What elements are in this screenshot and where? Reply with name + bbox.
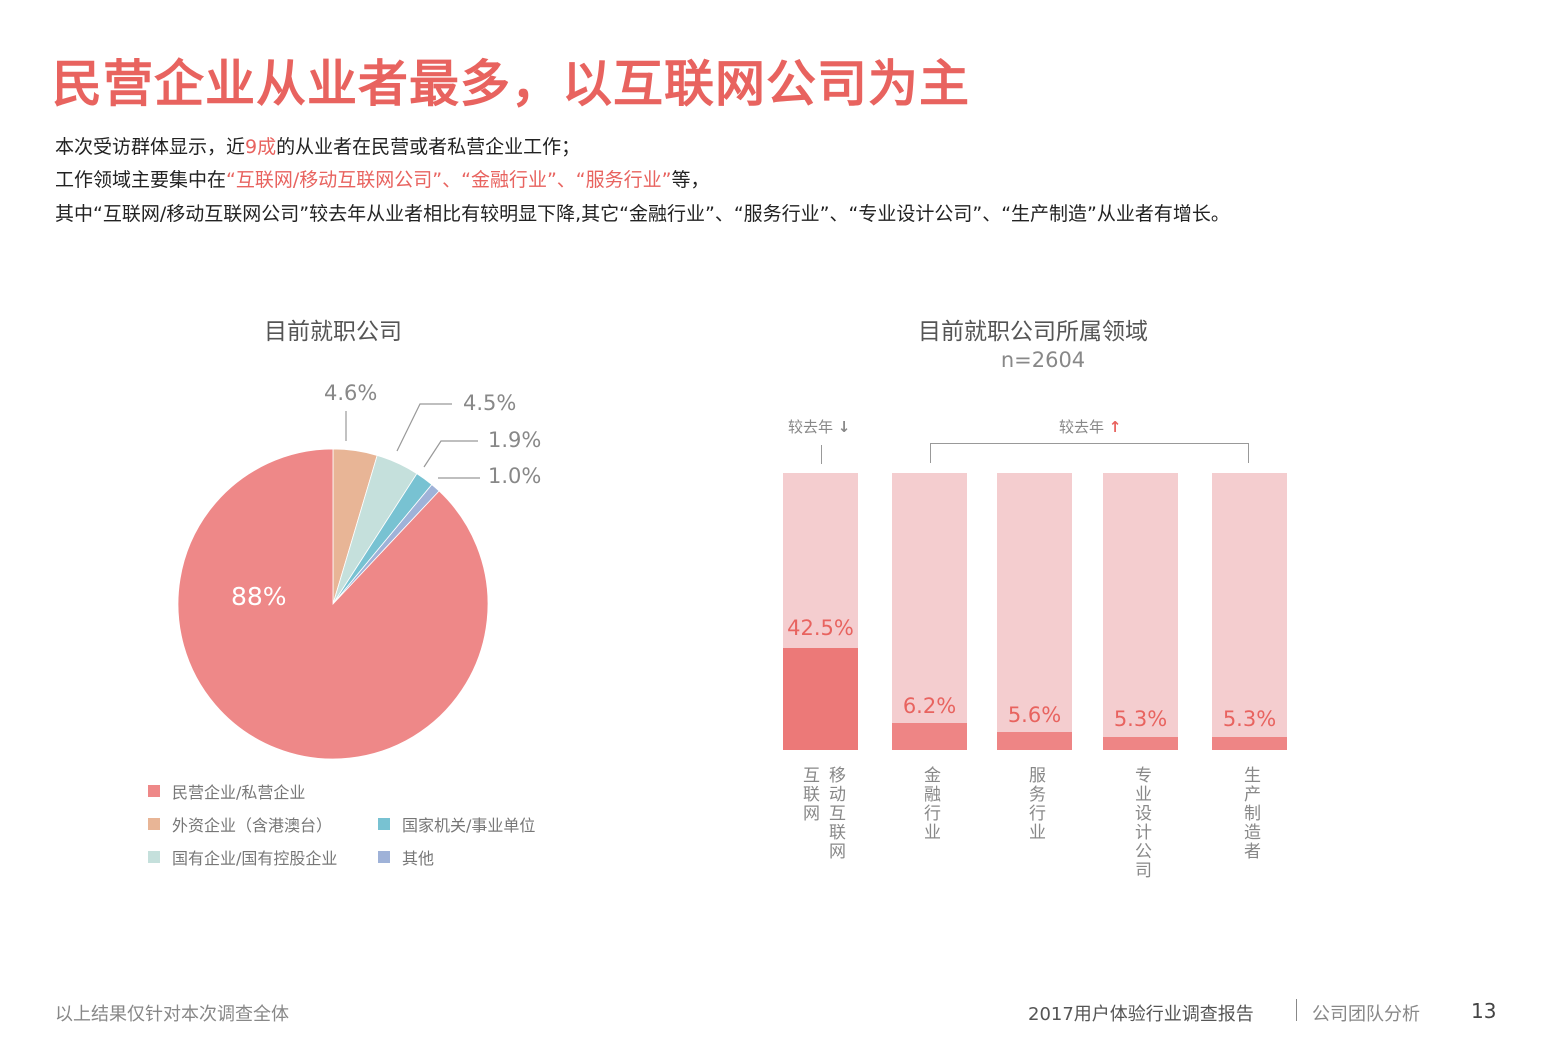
pie-slice xyxy=(177,448,489,760)
legend-item-private: 民营企业/私营企业 xyxy=(148,779,305,803)
bar-value: 5.6% xyxy=(1007,703,1062,727)
bar-value: 5.3% xyxy=(1222,707,1277,731)
pie-slices xyxy=(177,448,489,760)
category-label-service: 服务行业 xyxy=(1023,766,1047,846)
page-number: 13 xyxy=(1471,999,1497,1023)
legend-label: 国有企业/国有控股企业 xyxy=(172,849,338,868)
sample-size-label: n=2604 xyxy=(1000,348,1086,372)
arrow-up-icon: ↑ xyxy=(1108,418,1122,436)
bar-value: 5.3% xyxy=(1113,707,1168,731)
bar-internet: 42.5% xyxy=(783,473,858,750)
pie-label-government: 1.9% xyxy=(488,428,542,452)
legend-swatch xyxy=(378,818,390,830)
bar-fill xyxy=(1212,737,1287,750)
bar-fill xyxy=(892,723,967,750)
legend-label: 其他 xyxy=(402,849,435,868)
legend-label: 民营企业/私营企业 xyxy=(172,783,306,802)
footer-section: 公司团队分析 xyxy=(1312,1004,1420,1025)
pie-leader-lines xyxy=(345,403,480,479)
category-label-line: 互联网 xyxy=(799,766,819,823)
bar-fill xyxy=(997,732,1072,750)
category-label-line: 移动互联网 xyxy=(825,766,845,861)
category-label-line: 生产制造者 xyxy=(1240,766,1260,861)
bar-chart-title: 目前就职公司所属领域 xyxy=(918,319,1148,345)
pie-chart-title: 目前就职公司 xyxy=(264,319,402,345)
legend-swatch xyxy=(148,851,160,863)
desc-text: 等， xyxy=(671,169,710,191)
legend-item-other: 其他 xyxy=(378,845,434,869)
category-label-internet: 移动互联网 互联网 xyxy=(797,766,847,861)
bar-design: 5.3% xyxy=(1103,473,1178,750)
bar-finance: 6.2% xyxy=(892,473,967,750)
compare-down-bracket xyxy=(821,445,822,464)
category-label-finance: 金融行业 xyxy=(918,766,942,846)
description-line-2: 工作领域主要集中在“互联网/移动互联网公司”、“金融行业”、“服务行业”等， xyxy=(55,165,710,192)
arrow-down-icon: ↓ xyxy=(837,418,851,436)
description-line-3: 其中“互联网/移动互联网公司”较去年从业者相比有较明显下降,其它“金融行业”、“… xyxy=(55,203,1230,225)
desc-highlight: “互联网/移动互联网公司”、“金融行业”、“服务行业” xyxy=(226,169,672,191)
legend-label: 国家机关/事业单位 xyxy=(402,816,536,835)
footer-divider xyxy=(1296,999,1297,1021)
compare-label: 较去年 xyxy=(1059,418,1105,436)
description-line-1: 本次受访群体显示，近9成的从业者在民营或者私营企业工作； xyxy=(55,132,580,159)
category-label-line: 专业设计公司 xyxy=(1131,766,1151,880)
legend-item-foreign: 外资企业（含港澳台） xyxy=(148,812,332,836)
category-label-design: 专业设计公司 xyxy=(1129,766,1153,884)
pie-label-private: 88% xyxy=(231,582,287,611)
bar-manufacturing: 5.3% xyxy=(1212,473,1287,750)
bar-fill xyxy=(783,648,858,750)
legend-swatch xyxy=(148,785,160,797)
pie-label-state-owned: 4.5% xyxy=(463,391,517,415)
legend-item-government: 国家机关/事业单位 xyxy=(378,812,535,836)
footer-note: 以上结果仅针对本次调查全体 xyxy=(55,1004,289,1025)
category-label-line: 服务行业 xyxy=(1025,766,1045,842)
footer-report-title: 2017用户体验行业调查报告 xyxy=(1028,1004,1254,1025)
page-title: 民营企业从业者最多，以互联网公司为主 xyxy=(52,55,970,113)
legend-label: 外资企业（含港澳台） xyxy=(172,816,333,835)
bar-value: 42.5% xyxy=(787,616,854,640)
bar-value: 6.2% xyxy=(902,694,957,718)
compare-label: 较去年 xyxy=(788,418,834,436)
compare-up-bracket xyxy=(930,443,1249,463)
pie-label-other: 1.0% xyxy=(488,464,542,488)
pie-label-foreign: 4.6% xyxy=(324,381,378,405)
compare-down-annotation: 较去年 ↓ xyxy=(788,416,850,437)
desc-text: 的从业者在民营或者私营企业工作； xyxy=(276,136,581,158)
desc-text: 本次受访群体显示，近 xyxy=(55,136,246,158)
legend-item-state-owned: 国有企业/国有控股企业 xyxy=(148,845,337,869)
desc-highlight: 9成 xyxy=(245,136,277,158)
category-label-line: 金融行业 xyxy=(920,766,940,842)
category-label-manufacturing: 生产制造者 xyxy=(1238,766,1262,865)
bar-fill xyxy=(1103,737,1178,750)
legend-swatch xyxy=(378,851,390,863)
desc-text: 工作领域主要集中在 xyxy=(55,169,227,191)
compare-up-annotation: 较去年 ↑ xyxy=(1059,416,1121,437)
bar-service: 5.6% xyxy=(997,473,1072,750)
legend-swatch xyxy=(148,818,160,830)
